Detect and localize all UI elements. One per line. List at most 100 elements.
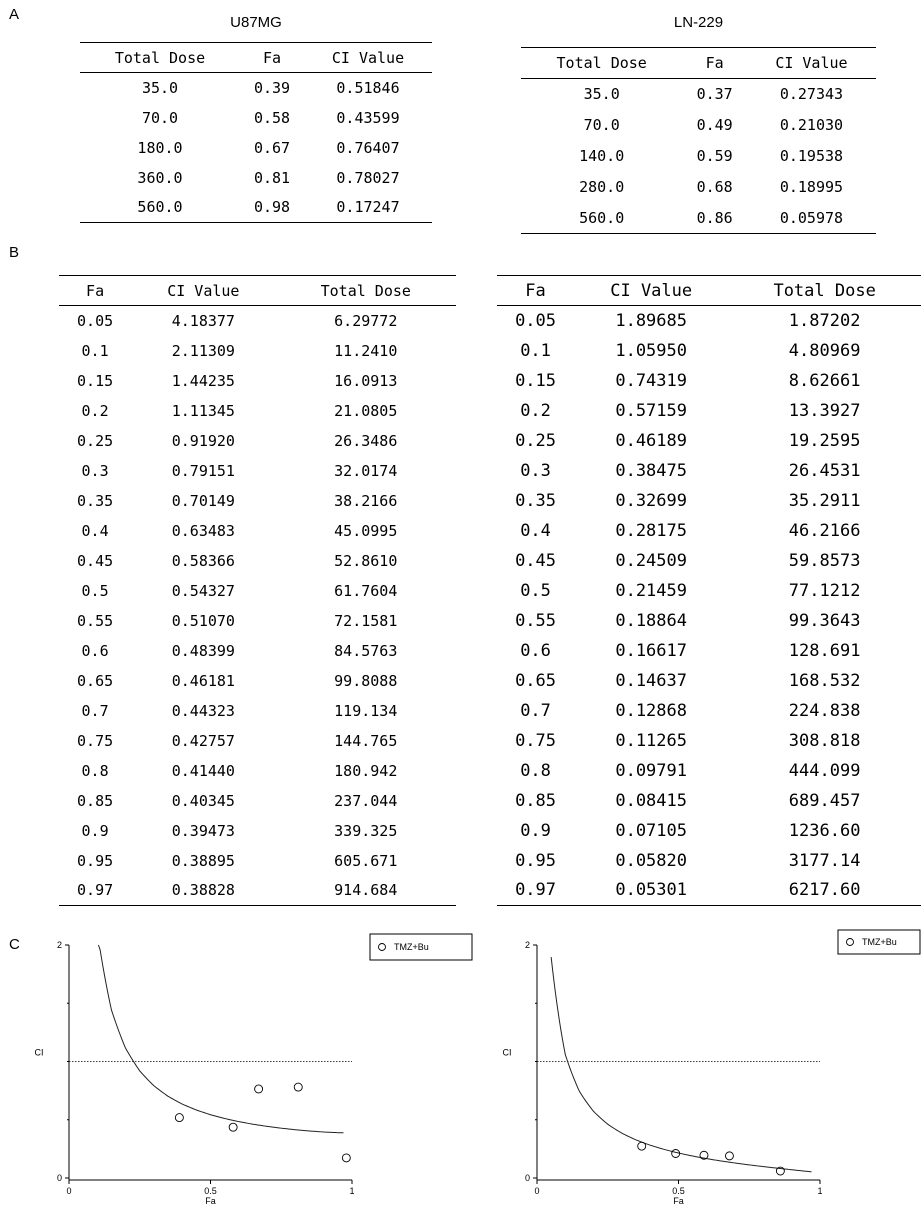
legend-marker <box>846 938 854 946</box>
table-row: 0.45 0.24509 59.8573 <box>497 546 921 576</box>
table-cell: 0.39 <box>253 78 291 97</box>
table-cell: 0.46189 <box>615 430 687 451</box>
table-cell: 0.9 <box>520 820 551 841</box>
table-cell: 0.95 <box>77 851 114 870</box>
table-cell: 16.0913 <box>334 371 398 390</box>
table-cell: 0.55 <box>515 610 557 631</box>
table-cell: 35.0 <box>583 85 620 104</box>
table-cell: 0.49 <box>696 116 733 134</box>
table-cell: 0.38475 <box>615 460 687 481</box>
data-point <box>341 1153 351 1163</box>
data-point <box>174 1113 184 1123</box>
table-cell: 19.2595 <box>788 430 861 451</box>
table-cell: 26.4531 <box>788 460 861 481</box>
table-cell: 0.39473 <box>171 821 235 840</box>
table-cell: 3177.14 <box>788 850 861 871</box>
data-point <box>228 1122 238 1132</box>
table-cell: 339.325 <box>334 821 398 840</box>
table-cell: 0.98 <box>240 192 304 223</box>
column-header: Fa <box>497 275 575 306</box>
table-row: 0.4 0.63483 45.0995 <box>59 516 456 546</box>
column-header: Fa <box>59 275 132 306</box>
table-cell: 0.05820 <box>615 850 687 871</box>
panel-label-a: A <box>9 6 20 23</box>
column-header: CI Value <box>746 47 876 79</box>
ci-fa-curve <box>97 944 344 1134</box>
table-row: 0.4 0.28175 46.2166 <box>497 516 921 546</box>
table-cell: 4.80969 <box>788 340 861 361</box>
table-cell: 0.54327 <box>171 581 235 600</box>
table-cell: 605.671 <box>334 851 398 870</box>
ci-fa-curve <box>550 956 812 1173</box>
table-cell: 0.18995 <box>779 178 844 196</box>
table-cell: 0.27343 <box>779 85 844 104</box>
table-cell: 0.55 <box>77 611 114 630</box>
table-cell: 0.38828 <box>131 875 276 906</box>
table-cell: 0.15 <box>77 371 114 390</box>
x-tick-label: 1 <box>817 1186 822 1196</box>
table-row: 140.0 0.59 0.19538 <box>521 141 876 172</box>
table-row: 0.25 0.46189 19.2595 <box>497 426 921 456</box>
table-cell: 0.75 <box>515 730 557 751</box>
table-cell: 0.45 <box>77 551 114 570</box>
table-cell: 0.25 <box>77 431 114 450</box>
table-cell: 0.58366 <box>171 551 235 570</box>
table-row: 0.8 0.09791 444.099 <box>497 756 921 786</box>
table-row: 0.75 0.42757 144.765 <box>59 726 456 756</box>
table-cell: 1236.60 <box>788 820 861 841</box>
table-cell: 0.4 <box>520 520 551 541</box>
table-cell: 0.78027 <box>336 168 400 187</box>
table-cell: 11.2410 <box>334 341 398 360</box>
table-cell: 0.09791 <box>615 760 687 781</box>
table-cell: 52.8610 <box>334 551 398 570</box>
x-axis-label: Fa <box>673 1196 684 1206</box>
table-cell: 0.97 <box>59 875 132 906</box>
table-row: 0.5 0.54327 61.7604 <box>59 576 456 606</box>
table-cell: 0.95 <box>515 850 557 871</box>
table-cell: 0.44323 <box>171 701 235 720</box>
table-cell: 1.11345 <box>171 401 235 420</box>
table-row: 0.75 0.11265 308.818 <box>497 726 921 756</box>
table-b-right: Fa CI Value Total Dose 0.05 1.89685 1.87202 0.… <box>497 275 921 906</box>
table-a-left-title: U87MG <box>230 14 282 31</box>
table-cell: 0.43599 <box>336 108 400 127</box>
table-cell: 914.684 <box>275 875 456 906</box>
table-row: 0.3 0.79151 32.0174 <box>59 456 456 486</box>
table-cell: 237.044 <box>334 791 398 810</box>
table-cell: 360.0 <box>137 168 183 187</box>
table-cell: 0.3 <box>81 461 109 480</box>
table-cell: 46.2166 <box>788 520 861 541</box>
table-cell: 0.70149 <box>171 491 235 510</box>
table-row: 0.25 0.91920 26.3486 <box>59 426 456 456</box>
table-cell: 689.457 <box>788 790 861 811</box>
table-row: 0.35 0.70149 38.2166 <box>59 486 456 516</box>
table-row: 0.97 0.05301 6217.60 <box>497 875 921 906</box>
table-cell: 35.0 <box>141 78 179 97</box>
table-cell: 0.40345 <box>171 791 235 810</box>
table-cell: 0.63483 <box>171 521 235 540</box>
table-cell: 0.05301 <box>574 875 729 906</box>
legend-label: TMZ+Bu <box>394 942 429 952</box>
table-a-left: Total Dose Fa CI Value 35.0 0.39 0.51846 70.0 0… <box>80 42 432 223</box>
table-cell: 2.11309 <box>171 341 235 360</box>
table-cell: 0.97 <box>497 875 575 906</box>
table-row: 0.55 0.51070 72.1581 <box>59 606 456 636</box>
column-header: Fa <box>240 42 304 73</box>
table-cell: 0.58 <box>253 108 291 127</box>
table-row: 360.0 0.81 0.78027 <box>80 163 432 193</box>
table-row: 0.05 4.18377 6.29772 <box>59 306 456 336</box>
table-cell: 35.2911 <box>788 490 861 511</box>
table-cell: 1.87202 <box>788 310 861 331</box>
table-row: 0.95 0.38895 605.671 <box>59 846 456 876</box>
table-cell: 0.42757 <box>171 731 235 750</box>
table-cell: 0.6 <box>81 641 109 660</box>
table-cell: 444.099 <box>788 760 861 781</box>
table-cell: 0.7 <box>81 701 109 720</box>
legend-marker <box>378 943 386 951</box>
legend-box <box>369 933 473 961</box>
x-tick-label: 1 <box>349 1186 354 1196</box>
column-header: Total Dose <box>728 275 921 306</box>
table-row: 0.1 2.11309 11.2410 <box>59 336 456 366</box>
table-cell: 0.81 <box>253 168 291 187</box>
table-cell: 0.3 <box>520 460 551 481</box>
